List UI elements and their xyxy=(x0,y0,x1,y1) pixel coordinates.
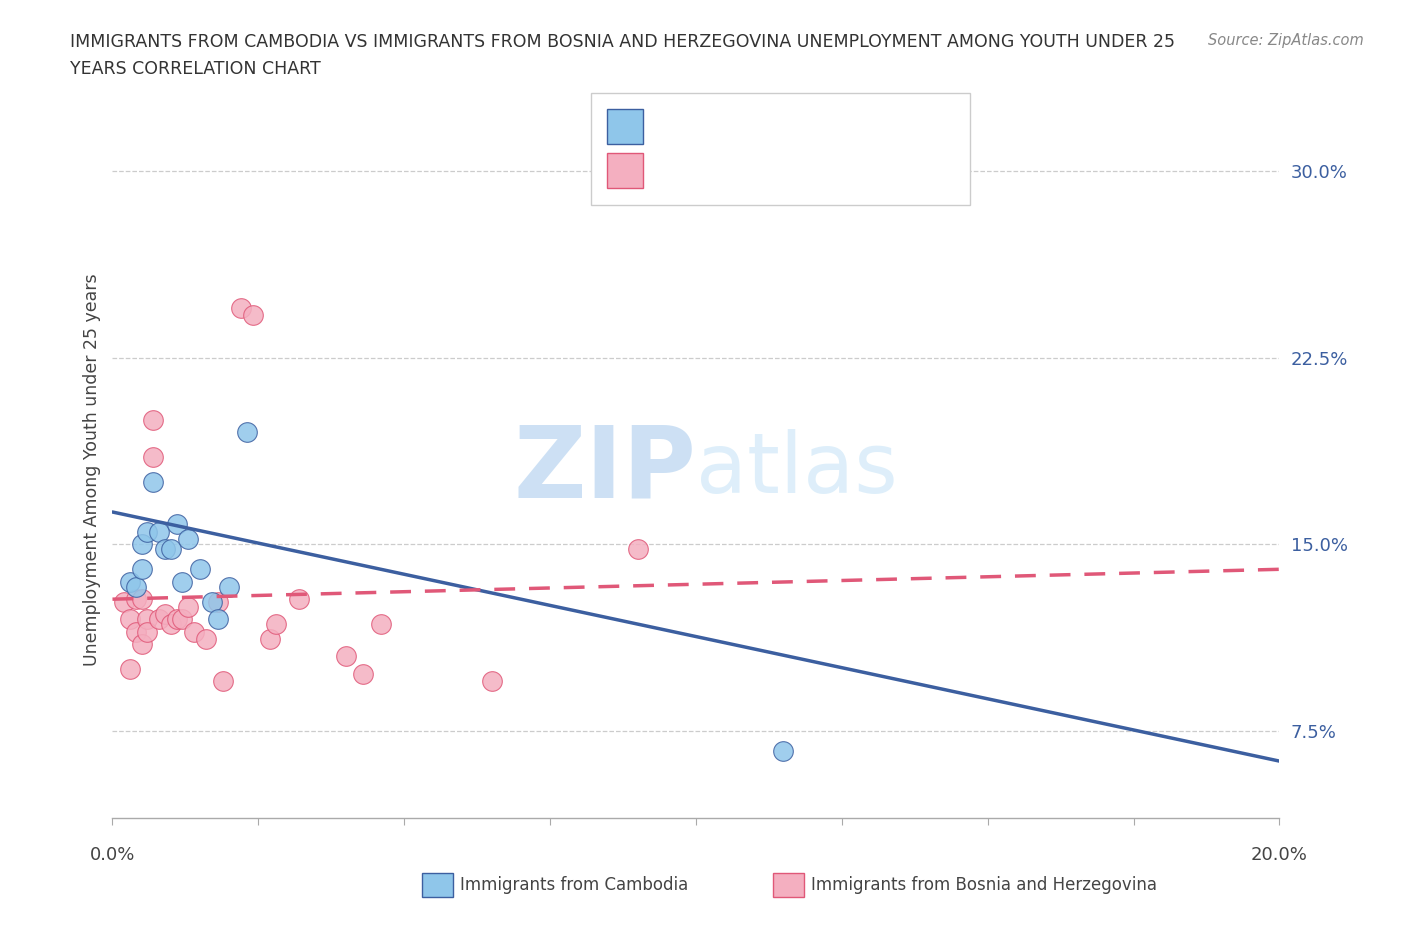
Point xyxy=(772,744,794,759)
Text: 0.0%: 0.0% xyxy=(90,846,135,864)
Text: Immigrants from Bosnia and Herzegovina: Immigrants from Bosnia and Herzegovina xyxy=(811,876,1157,895)
Y-axis label: Unemployment Among Youth under 25 years: Unemployment Among Youth under 25 years xyxy=(83,273,101,666)
Point xyxy=(131,637,153,652)
Point xyxy=(172,575,194,590)
Point xyxy=(218,579,240,594)
Point xyxy=(118,612,141,627)
Point xyxy=(481,674,503,689)
Point xyxy=(118,661,141,676)
Text: IMMIGRANTS FROM CAMBODIA VS IMMIGRANTS FROM BOSNIA AND HERZEGOVINA UNEMPLOYMENT : IMMIGRANTS FROM CAMBODIA VS IMMIGRANTS F… xyxy=(70,33,1175,50)
Text: R =  0.038: R = 0.038 xyxy=(654,158,762,177)
Point xyxy=(288,591,311,606)
Point xyxy=(131,537,153,551)
Point xyxy=(166,517,188,532)
Point xyxy=(136,525,159,539)
Text: R = -0.305: R = -0.305 xyxy=(654,113,762,131)
Point xyxy=(125,591,148,606)
Point xyxy=(370,617,392,631)
Point xyxy=(125,624,148,639)
Point xyxy=(207,594,229,609)
Point xyxy=(166,612,188,627)
Point xyxy=(148,525,170,539)
Text: N = 31: N = 31 xyxy=(815,158,880,177)
Point xyxy=(188,562,211,577)
Text: atlas: atlas xyxy=(696,429,897,511)
Point xyxy=(153,542,176,557)
Point xyxy=(112,594,135,609)
Text: N = 18: N = 18 xyxy=(815,113,880,131)
Point xyxy=(242,308,264,323)
Point xyxy=(160,542,183,557)
Text: YEARS CORRELATION CHART: YEARS CORRELATION CHART xyxy=(70,60,321,78)
Point xyxy=(183,624,205,639)
Point xyxy=(142,412,165,427)
Point xyxy=(118,575,141,590)
Point xyxy=(194,631,217,646)
Point xyxy=(264,617,287,631)
Point xyxy=(235,425,257,440)
Point xyxy=(207,612,229,627)
Point xyxy=(212,674,235,689)
Point xyxy=(136,624,159,639)
Point xyxy=(125,579,148,594)
Point xyxy=(148,612,170,627)
Text: ZIP: ZIP xyxy=(513,421,696,518)
Text: Immigrants from Cambodia: Immigrants from Cambodia xyxy=(460,876,688,895)
Point xyxy=(627,542,650,557)
Point xyxy=(177,532,200,547)
Point xyxy=(335,649,357,664)
Point xyxy=(136,612,159,627)
Point xyxy=(131,562,153,577)
Point xyxy=(142,450,165,465)
Point xyxy=(229,300,252,315)
Text: 20.0%: 20.0% xyxy=(1251,846,1308,864)
Point xyxy=(142,474,165,489)
Point xyxy=(172,612,194,627)
Text: Source: ZipAtlas.com: Source: ZipAtlas.com xyxy=(1208,33,1364,47)
Point xyxy=(201,594,224,609)
Point xyxy=(131,591,153,606)
Point xyxy=(352,667,374,682)
Point xyxy=(153,606,176,621)
Point xyxy=(259,631,281,646)
Point xyxy=(177,599,200,614)
Point xyxy=(160,617,183,631)
